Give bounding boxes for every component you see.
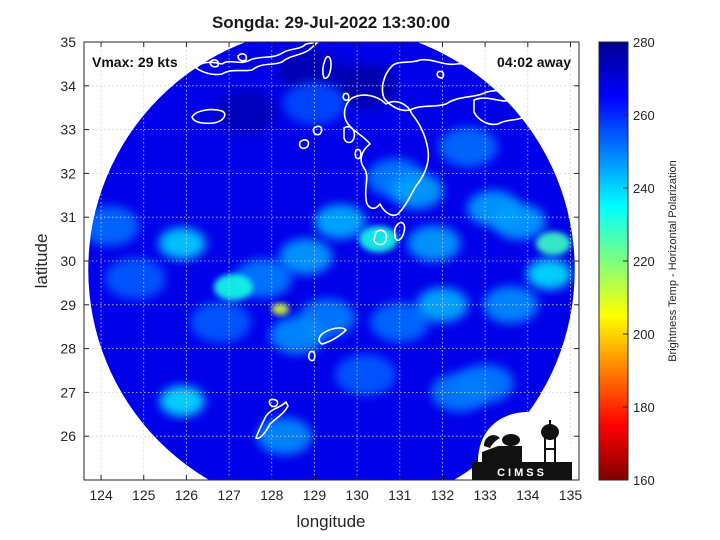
colorbar-tick-label: 220	[633, 254, 655, 269]
time-away-annotation: 04:02 away	[497, 54, 571, 70]
coastline-goto-2	[312, 125, 323, 136]
coastline-kii	[535, 61, 579, 99]
coastline-oki	[436, 70, 445, 79]
tb-feature	[535, 231, 571, 256]
colorbar-tick-label: 260	[633, 108, 655, 123]
tb-feature	[104, 257, 166, 300]
coastline-tsushima	[322, 55, 332, 80]
logo-water-tank	[541, 424, 559, 440]
coastlines	[191, 42, 579, 440]
coastline-okinawa-north	[268, 398, 279, 408]
logo-satellite-dish-left	[484, 435, 500, 448]
tb-feature	[483, 286, 539, 324]
logo-tower-cross	[544, 448, 556, 450]
tb-feature	[159, 385, 205, 417]
logo-satellite-dish-right	[502, 434, 520, 446]
coastline-korea-islet-2	[237, 53, 248, 62]
coastline-tanegashima	[393, 221, 406, 242]
x-tick-label: 135	[559, 487, 583, 503]
tb-feature	[158, 227, 206, 260]
y-tick-label: 32	[60, 165, 76, 181]
coastline-yakushima	[373, 229, 388, 246]
coastline-honshu-west	[381, 58, 531, 112]
logo-tank-antenna	[549, 420, 551, 426]
y-tick-label: 33	[60, 122, 76, 138]
tb-feature	[407, 225, 461, 262]
logo-ground	[472, 462, 572, 480]
x-tick-label: 130	[345, 487, 369, 503]
coastline-iki	[342, 92, 350, 101]
coastline-amakusa	[343, 125, 356, 144]
tb-feature	[492, 203, 546, 240]
plot-area: 124 125 126 127 128 129 130 131 132 133 134 135 262…	[60, 34, 582, 503]
x-tick-label: 131	[388, 487, 412, 503]
vmax-annotation: Vmax: 29 kts	[92, 54, 178, 70]
y-tick-label: 28	[60, 341, 76, 357]
coastline-jeju	[191, 108, 226, 125]
x-tick-label: 125	[132, 487, 156, 503]
logo-dish-stand	[509, 444, 512, 450]
y-tick-label: 31	[60, 209, 76, 225]
colorbar-tick-label: 280	[633, 35, 655, 50]
x-tick-label: 132	[431, 487, 455, 503]
x-tick-label: 126	[175, 487, 199, 503]
cimss-logo: CIMSS	[472, 412, 572, 480]
colorbar-tick-label: 200	[633, 327, 655, 342]
swath-layer	[88, 42, 575, 480]
coastline-amami	[318, 327, 347, 345]
tb-feature	[390, 172, 444, 209]
colorbar-ticks: 160 180 200 220 240 260 280	[623, 35, 655, 488]
chart-title: Songda: 29-Jul-2022 13:30:00	[212, 13, 450, 32]
coastline-korea-islet-1	[209, 59, 220, 68]
tb-feature	[456, 364, 514, 404]
logo-text: CIMSS	[497, 467, 547, 479]
tb-feature	[279, 238, 333, 275]
y-tick-label: 26	[60, 428, 76, 444]
tb-feature	[358, 225, 398, 253]
tb-feature	[271, 303, 290, 316]
colorbar-tick-label: 180	[633, 400, 655, 415]
x-tick-label: 124	[89, 487, 113, 503]
tb-feature	[213, 274, 253, 301]
x-tick-label: 133	[473, 487, 497, 503]
tb-feature	[314, 204, 366, 239]
tb-feature	[335, 354, 397, 396]
y-tick-label: 34	[60, 78, 76, 94]
axes-box	[83, 41, 580, 481]
colorbar-tick-label: 240	[633, 181, 655, 196]
tb-feature	[526, 258, 572, 290]
coastline-tokunoshima	[307, 350, 316, 362]
colorbar-label: Brightness Temp - Horizontal Polarizatio…	[667, 160, 679, 362]
coastline-kyushu	[343, 94, 430, 217]
tb-feature	[416, 287, 468, 323]
x-tick-label: 129	[303, 487, 327, 503]
y-axis-label: latitude	[32, 234, 51, 289]
colorbar-tick-label: 160	[633, 473, 655, 488]
coastline-koshiki	[354, 148, 362, 160]
coastline-okinawa	[255, 401, 289, 440]
tb-feature	[438, 127, 498, 168]
coastline-korea-south	[195, 42, 319, 76]
x-tick-label: 128	[260, 487, 284, 503]
x-tick-labels: 124 125 126 127 128 129 130 131 132 133 134 135	[89, 487, 582, 503]
coastline-goto-1	[298, 139, 310, 150]
tb-feature	[213, 89, 279, 135]
tb-feature	[269, 316, 325, 355]
y-tick-label: 35	[60, 34, 76, 50]
x-tick-label: 134	[516, 487, 540, 503]
colorbar: 160 180 200 220 240 260 280 Brightness Temp - …	[598, 35, 679, 488]
x-tick-label: 127	[217, 487, 241, 503]
y-tick-label: 30	[60, 253, 76, 269]
x-axis-label: longitude	[296, 512, 365, 531]
y-tick-labels: 26 27 28 29 30 31 32 33 34 35	[60, 34, 76, 444]
y-tick-label: 29	[60, 297, 76, 313]
y-tick-label: 27	[60, 384, 76, 400]
tb-feature	[88, 205, 140, 247]
tb-feature	[190, 301, 252, 344]
